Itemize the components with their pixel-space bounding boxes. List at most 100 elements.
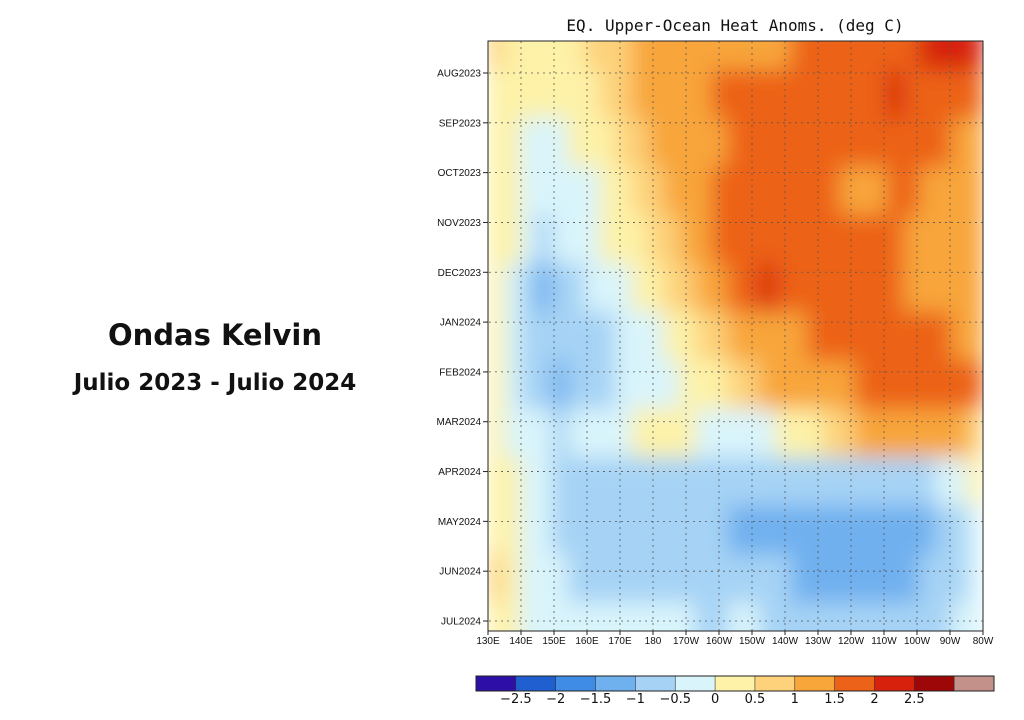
heatmap-cell [679, 41, 697, 71]
heatmap-cell [823, 457, 840, 507]
heatmap-cell [823, 311, 840, 361]
heatmap-cell [855, 166, 872, 216]
heatmap-cell [759, 214, 777, 264]
heatmap-cell [519, 457, 537, 507]
heatmap-cell [567, 360, 585, 410]
heatmap-cell [791, 457, 808, 507]
heatmap-cell [519, 69, 537, 119]
heatmap-cell [711, 166, 729, 216]
heatmap-cell [807, 602, 824, 631]
heatmap-cell [663, 69, 681, 119]
x-tick-label: 110W [871, 636, 897, 647]
heatmap-cell [855, 311, 872, 361]
heatmap-cell [935, 117, 952, 167]
heatmap-cell [727, 311, 745, 361]
heatmap-cell [567, 214, 585, 264]
heatmap-cell [535, 263, 553, 313]
colorbar-label: 2.5 [904, 692, 925, 707]
heatmap-cell [567, 41, 585, 71]
heatmap-cell [903, 117, 920, 167]
heatmap-cell [919, 214, 936, 264]
heatmap-cell [615, 505, 633, 555]
heatmap-cell [695, 554, 713, 604]
colorbar-label: −2.5 [500, 692, 532, 707]
heatmap-cell [743, 41, 761, 71]
heatmap-cell [647, 360, 665, 410]
heatmap-cell [647, 166, 665, 216]
heatmap-cell [663, 457, 681, 507]
heatmap-cell [551, 457, 569, 507]
heatmap-cell [919, 457, 936, 507]
heatmap-cell [695, 505, 713, 555]
heatmap-cell [951, 457, 968, 507]
heatmap-cell [823, 166, 840, 216]
y-tick-label: OCT2023 [438, 168, 482, 179]
heatmap-cell [679, 602, 697, 631]
heatmap-cell [951, 408, 968, 458]
heatmap-cell [919, 166, 936, 216]
heatmap-cell [551, 360, 569, 410]
heatmap-cell [823, 214, 840, 264]
heatmap-cell [631, 505, 649, 555]
heatmap-cell [567, 505, 585, 555]
heatmap-cell [695, 117, 713, 167]
colorbar-swatch [754, 676, 796, 691]
heatmap-cell [695, 263, 713, 313]
heatmap-cell [519, 214, 537, 264]
heatmap-cell [871, 166, 888, 216]
heatmap-cell [663, 41, 681, 71]
heatmap-cell [567, 311, 585, 361]
heatmap-cell [599, 360, 617, 410]
x-tick-label: 170E [608, 636, 632, 647]
heatmap-cell [488, 505, 505, 555]
heatmap-cell [759, 360, 777, 410]
heatmap-cell [871, 360, 888, 410]
heatmap-cell [887, 69, 904, 119]
heatmap-cell [775, 360, 792, 410]
heatmap-cell [871, 554, 888, 604]
heatmap-cell [567, 602, 585, 631]
heatmap-cell [935, 214, 952, 264]
x-tick-label: 130E [476, 636, 500, 647]
heatmap-cell [567, 263, 585, 313]
x-tick-label: 130W [805, 636, 832, 647]
heatmap-cell [551, 41, 569, 71]
heatmap-cell [951, 554, 968, 604]
heatmap-cell [775, 408, 792, 458]
heatmap-cell [871, 69, 888, 119]
heatmap-cell [887, 505, 904, 555]
y-tick-label: MAR2024 [437, 417, 482, 428]
heatmap-cell [855, 41, 872, 71]
heatmap-cell [488, 408, 505, 458]
heatmap-cell [488, 263, 505, 313]
heatmap-cell [631, 554, 649, 604]
heatmap-cell [839, 505, 856, 555]
heatmap-cell [839, 117, 856, 167]
heatmap-cell [551, 602, 569, 631]
heatmap-cell [519, 505, 537, 555]
heatmap-cell [535, 41, 553, 71]
heatmap-cell [488, 602, 505, 631]
x-tick-label: 120W [838, 636, 865, 647]
heatmap-cell [791, 311, 808, 361]
heatmap-cell [759, 41, 777, 71]
colorbar-label: 0.5 [745, 692, 766, 707]
heatmap-cell [599, 117, 617, 167]
heatmap-cell [615, 311, 633, 361]
heatmap-cell [919, 408, 936, 458]
heatmap-cell [503, 214, 521, 264]
heatmap-cell [663, 602, 681, 631]
heatmap-cell [727, 457, 745, 507]
heatmap-cell [791, 408, 808, 458]
heatmap-cell [663, 311, 681, 361]
heatmap-cell [775, 602, 792, 631]
colorbar-swatch [515, 676, 557, 691]
heatmap-cell [488, 214, 505, 264]
heatmap-cell [503, 505, 521, 555]
heatmap-cell [743, 457, 761, 507]
colorbar-swatch [635, 676, 676, 691]
heatmap-cell [631, 263, 649, 313]
heatmap-cell [967, 166, 983, 216]
heatmap-cell [663, 408, 681, 458]
heatmap-cell [647, 602, 665, 631]
